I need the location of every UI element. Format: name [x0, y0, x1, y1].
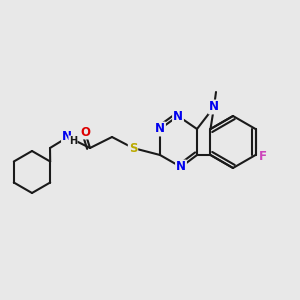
Text: N: N [209, 100, 219, 113]
Text: F: F [259, 149, 266, 163]
Text: S: S [129, 142, 137, 154]
Text: N: N [62, 130, 72, 142]
Text: O: O [80, 125, 90, 139]
Text: N: N [176, 160, 186, 173]
Text: N: N [155, 122, 165, 136]
Text: N: N [173, 110, 183, 122]
Text: H: H [69, 136, 77, 146]
